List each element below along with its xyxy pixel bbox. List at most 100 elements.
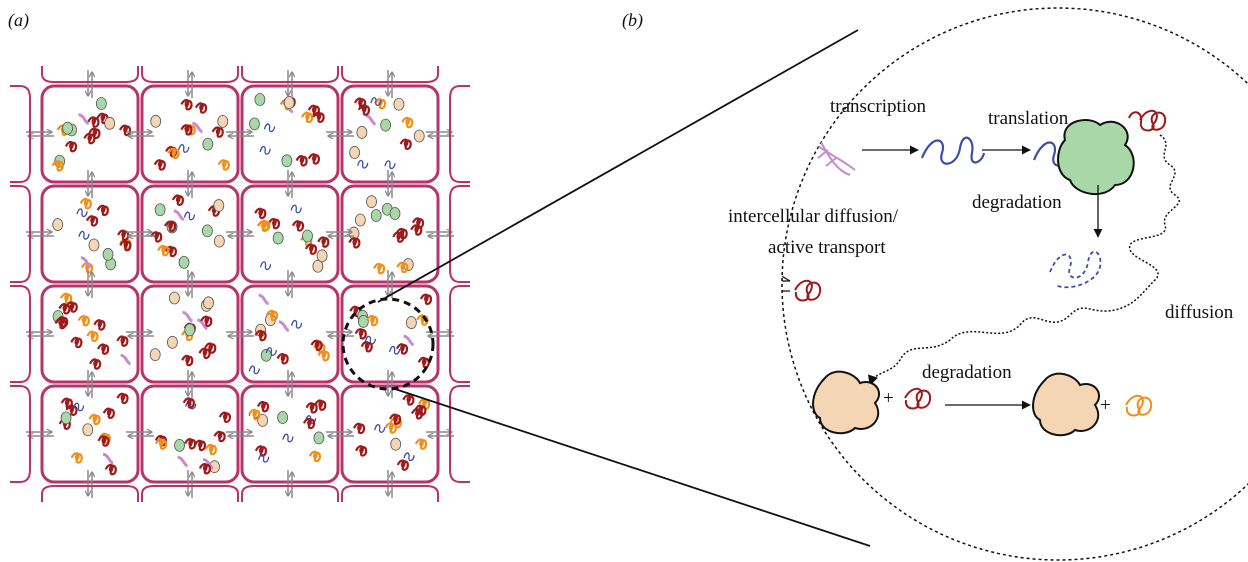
molecule: [80, 256, 92, 268]
molecule: [254, 445, 267, 457]
molecule: [204, 443, 217, 456]
panel-label: (a): [8, 10, 29, 31]
molecule: [78, 113, 90, 125]
molecule: [184, 438, 197, 450]
molecule: [272, 231, 284, 245]
mrna: [920, 136, 986, 165]
molecule: [104, 116, 116, 130]
molecule: [166, 335, 178, 349]
molecule: [393, 97, 405, 111]
molecule: [204, 342, 217, 354]
molecule: [395, 227, 408, 240]
molecule: [254, 329, 267, 342]
molecule: [65, 301, 78, 313]
molecule: [390, 437, 402, 451]
molecule: [353, 97, 367, 109]
molecule: [291, 220, 305, 232]
molecule: [88, 127, 101, 140]
molecule: [278, 320, 290, 333]
molecule: [149, 348, 161, 362]
molecule: [51, 160, 64, 172]
molecule: [355, 445, 368, 457]
molecule: [396, 459, 409, 471]
molecule: [203, 296, 214, 310]
molecule: [102, 407, 115, 419]
molecule: [150, 114, 162, 128]
molecule: [177, 455, 189, 468]
cell: [140, 384, 240, 484]
molecule: [257, 413, 269, 427]
cell-edge: [10, 385, 31, 483]
label: diffusion: [1165, 302, 1234, 323]
cell-edge: [141, 485, 239, 502]
molecule: [196, 318, 209, 331]
molecule: [120, 353, 132, 366]
molecule: [119, 239, 132, 252]
cell-edge: [10, 85, 31, 183]
protein: [904, 387, 932, 410]
molecule: [150, 231, 163, 243]
molecule: [314, 399, 327, 411]
molecule: [313, 342, 326, 354]
molecule: [295, 155, 308, 167]
molecule: [82, 423, 94, 437]
molecule: [88, 413, 101, 426]
cell-edge: [241, 485, 339, 502]
molecule: [202, 457, 214, 470]
molecule: [97, 343, 110, 355]
molecule: [411, 217, 425, 229]
zoom-line: [377, 29, 859, 303]
molecule: [193, 439, 206, 452]
molecule: [302, 229, 313, 243]
molecule: [389, 207, 401, 220]
molecule: [372, 262, 386, 275]
molecule: [365, 314, 379, 327]
protein: [1128, 109, 1167, 132]
molecule: [182, 397, 195, 409]
molecule: [365, 113, 377, 126]
cell-edge: [449, 385, 470, 483]
molecule: [104, 463, 117, 476]
molecule: [180, 124, 193, 136]
molecule: [97, 435, 110, 447]
molecule: [93, 319, 106, 331]
molecule: [317, 236, 330, 248]
label: degradation: [972, 192, 1062, 213]
molecule: [354, 328, 367, 340]
molecule: [388, 413, 402, 425]
cell-edge: [141, 66, 239, 83]
label: translation: [988, 108, 1069, 129]
panel-label: (b): [622, 10, 643, 31]
diffusion-path: [868, 134, 1180, 386]
label: degradation: [922, 362, 1012, 383]
molecule: [301, 111, 314, 124]
molecule: [60, 397, 73, 410]
molecule: [360, 341, 373, 353]
molecule: [254, 93, 266, 106]
molecule: [78, 230, 90, 240]
molecule: [259, 261, 272, 271]
molecule: [356, 126, 368, 139]
molecule: [157, 244, 170, 257]
molecule: [248, 365, 260, 375]
cell-edge: [341, 485, 439, 502]
molecule: [414, 404, 427, 417]
molecule: [348, 237, 361, 249]
molecule: [290, 319, 303, 329]
molecule: [202, 137, 214, 151]
molecule: [354, 213, 366, 227]
molecule: [62, 121, 74, 135]
molecule: [200, 315, 213, 327]
molecule: [198, 347, 211, 360]
molecule: [399, 138, 412, 150]
cell-edge: [41, 66, 139, 83]
molecule: [316, 249, 328, 263]
zoom-view: [781, 7, 1248, 561]
molecule: [392, 231, 405, 243]
cell-edge: [449, 85, 470, 183]
ribosome: [1057, 119, 1135, 196]
molecule: [167, 147, 180, 160]
molecule: [259, 145, 271, 155]
molecule: [366, 195, 377, 209]
